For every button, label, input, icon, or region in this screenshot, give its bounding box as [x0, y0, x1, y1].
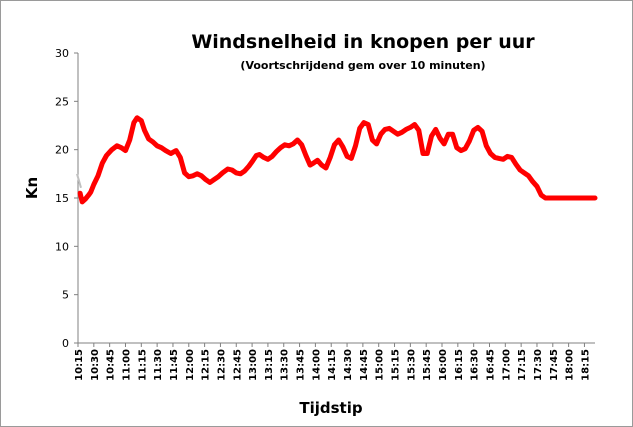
y-tick-label: 30 — [55, 47, 69, 60]
x-tick-label: 12:00 — [185, 349, 196, 381]
series-line-windsnelheid — [77, 115, 598, 205]
x-tick-label: 15:30 — [406, 349, 417, 381]
x-tick-label: 12:30 — [216, 349, 227, 381]
x-tick-label: 14:00 — [311, 349, 322, 381]
x-tick-label: 11:30 — [153, 349, 164, 381]
x-tick-label: 11:45 — [169, 349, 180, 381]
x-tick-label: 17:45 — [549, 349, 560, 381]
x-tick-label: 10:15 — [74, 349, 85, 381]
x-tick-label: 16:30 — [470, 349, 481, 381]
x-tick-label: 16:45 — [485, 349, 496, 381]
x-axis-ticks: 10:15 10:30 10:45 11:00 11:15 11:30 11:45 12:00… — [74, 343, 591, 381]
y-tick-label: 10 — [55, 240, 69, 253]
chart-title: Windsnelheid in knopen per uur — [191, 31, 535, 53]
x-tick-label: 18:00 — [565, 349, 576, 381]
y-tick-label: 20 — [55, 144, 69, 157]
x-tick-label: 10:30 — [90, 349, 101, 381]
x-tick-label: 12:15 — [201, 349, 212, 381]
x-tick-label: 14:15 — [327, 349, 338, 381]
x-tick-label: 17:15 — [517, 349, 528, 381]
x-tick-label: 17:30 — [533, 349, 544, 381]
x-tick-label: 18:15 — [580, 349, 591, 381]
x-tick-label: 15:15 — [391, 349, 402, 381]
x-tick-label: 16:00 — [438, 349, 449, 381]
x-tick-label: 12:45 — [232, 349, 243, 381]
x-tick-label: 11:15 — [137, 349, 148, 381]
x-tick-label: 13:30 — [280, 349, 291, 381]
x-tick-label: 14:30 — [343, 349, 354, 381]
y-axis-label: Kn — [23, 177, 41, 199]
x-tick-label: 15:00 — [375, 349, 386, 381]
x-tick-label: 13:45 — [296, 349, 307, 381]
chart-subtitle: (Voortschrijdend gem over 10 minuten) — [240, 59, 485, 72]
y-tick-label: 25 — [55, 95, 69, 108]
x-tick-label: 15:45 — [422, 349, 433, 381]
x-tick-label: 11:00 — [121, 349, 132, 381]
y-axis-ticks: 0 5 10 15 20 25 30 — [55, 47, 78, 350]
x-tick-label: 13:00 — [248, 349, 259, 381]
x-tick-label: 14:45 — [359, 349, 370, 381]
x-tick-label: 17:00 — [501, 349, 512, 381]
x-tick-label: 13:15 — [264, 349, 275, 381]
y-tick-label: 5 — [62, 289, 69, 302]
x-axis-label: Tijdstip — [299, 399, 362, 417]
y-tick-label: 0 — [62, 337, 69, 350]
x-tick-label: 16:15 — [454, 349, 465, 381]
y-axis-start-segment — [76, 173, 82, 189]
x-tick-label: 10:45 — [106, 349, 117, 381]
y-tick-label: 15 — [55, 192, 69, 205]
